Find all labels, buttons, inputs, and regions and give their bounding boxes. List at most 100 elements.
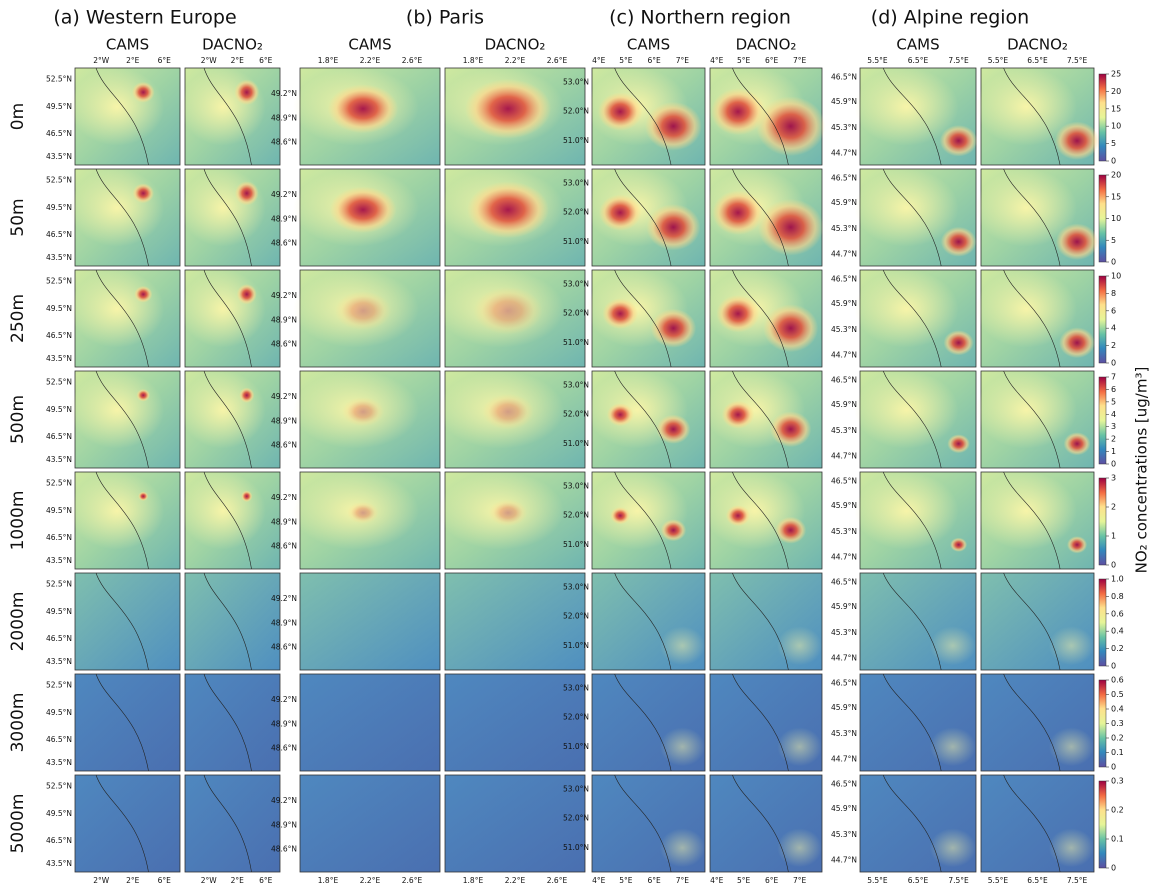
lon-label: 2°E xyxy=(126,56,140,65)
map-border xyxy=(882,67,942,166)
colorbar-tick-label: 0.4 xyxy=(1111,627,1124,636)
lat-label: 43.5°N xyxy=(46,657,72,666)
lat-label: 44.7°N xyxy=(831,350,857,359)
lat-label: 43.5°N xyxy=(46,253,72,262)
row-label: 3000m xyxy=(8,693,28,753)
lat-label: 46.5°N xyxy=(831,578,857,587)
map-border xyxy=(614,269,672,368)
colorbar-tick-label: 8 xyxy=(1111,289,1116,298)
colorbar-label: NO₂ concentrations [ug/m³] xyxy=(1133,367,1151,574)
map-hotspot xyxy=(756,96,826,157)
lon-label: 6.5°E xyxy=(908,876,929,885)
lat-label: 45.9°N xyxy=(831,703,857,712)
lat-label: 46.5°N xyxy=(831,174,857,183)
lat-label: 52.0°N xyxy=(563,511,589,520)
lon-label: 6°E xyxy=(648,876,662,885)
lat-label: 46.5°N xyxy=(831,73,857,82)
lat-label: 48.6°N xyxy=(271,441,297,450)
map-panel xyxy=(444,673,586,772)
colorbar-tick-label: 15 xyxy=(1111,104,1121,113)
map-glow xyxy=(180,371,266,449)
colorbar-tick-label: 0.3 xyxy=(1111,777,1124,786)
map-border xyxy=(95,67,149,166)
map-panel xyxy=(74,774,181,873)
lon-label: 1.8°E xyxy=(318,876,339,885)
map-hotspot xyxy=(234,181,259,206)
colorbar-tick-label: 6 xyxy=(1111,306,1116,315)
region-title: (c) Northern region xyxy=(609,7,791,29)
lat-label: 44.7°N xyxy=(831,754,857,763)
colorbar-tick-label: 0 xyxy=(1111,561,1116,570)
map-hotspot xyxy=(716,294,760,333)
lat-label: 43.5°N xyxy=(46,455,72,464)
map-border xyxy=(203,168,252,267)
map-border xyxy=(732,572,789,671)
lon-label: 7.5°E xyxy=(948,876,969,885)
map-hotspot xyxy=(656,414,691,444)
lat-label: 45.3°N xyxy=(831,123,857,132)
lon-label: 6°E xyxy=(158,56,172,65)
map-border xyxy=(882,471,942,570)
lat-label: 46.5°N xyxy=(46,634,72,643)
lat-label: 48.9°N xyxy=(271,820,297,829)
lat-label: 52.0°N xyxy=(563,410,589,419)
lat-label: 45.3°N xyxy=(831,426,857,435)
map-glow xyxy=(1048,727,1094,767)
map-glow xyxy=(659,828,706,868)
map-glow xyxy=(659,727,706,767)
map-glow xyxy=(777,828,822,868)
map-border xyxy=(732,370,789,469)
column-title: CAMS xyxy=(627,36,670,54)
map-border xyxy=(882,269,942,368)
map-border xyxy=(882,168,942,267)
map-border xyxy=(614,67,672,166)
lat-label: 46.5°N xyxy=(46,533,72,542)
lat-label: 49.5°N xyxy=(46,708,72,717)
lon-label: 2.2°E xyxy=(505,876,526,885)
colorbar-tick-label: 0 xyxy=(1111,460,1116,469)
lat-label: 52.0°N xyxy=(563,107,589,116)
lon-label: 2.6°E xyxy=(402,876,423,885)
map-glow xyxy=(929,626,976,666)
region-title: (b) Paris xyxy=(406,7,484,29)
map-border xyxy=(882,370,942,469)
lat-label: 48.6°N xyxy=(271,643,297,652)
map-border xyxy=(95,673,149,772)
map-border xyxy=(614,168,672,267)
map-hotspot xyxy=(1066,536,1088,554)
map-glow xyxy=(975,270,1078,348)
lat-label: 49.5°N xyxy=(46,203,72,212)
column-title: DACNO₂ xyxy=(1007,36,1068,54)
lat-label: 46.5°N xyxy=(831,679,857,688)
map-border xyxy=(1003,673,1061,772)
colorbar-tick-label: 0.1 xyxy=(1111,835,1124,844)
map-glow xyxy=(69,169,165,247)
row-label: 5000m xyxy=(8,794,28,854)
lat-label: 49.2°N xyxy=(271,796,297,805)
lat-label: 45.3°N xyxy=(831,729,857,738)
map-glow xyxy=(854,371,959,449)
lat-label: 48.6°N xyxy=(271,744,297,753)
map-hotspot xyxy=(940,226,977,257)
map-border xyxy=(203,774,252,873)
map-glow xyxy=(854,270,959,348)
lat-label: 48.9°N xyxy=(271,315,297,324)
map-hotspot xyxy=(136,388,151,402)
lat-label: 44.7°N xyxy=(831,249,857,258)
lon-label: 2.6°E xyxy=(547,56,568,65)
lat-label: 51.0°N xyxy=(563,338,589,347)
map-hotspot xyxy=(610,507,631,525)
lon-label: 1.8°E xyxy=(463,56,484,65)
colorbar-tick-label: 0.2 xyxy=(1111,644,1124,653)
map-panel xyxy=(74,673,181,772)
lat-label: 46.5°N xyxy=(831,780,857,789)
lat-label: 48.6°N xyxy=(271,542,297,551)
lon-label: 5.5°E xyxy=(988,56,1009,65)
lat-label: 52.0°N xyxy=(563,713,589,722)
colorbar-tick-label: 0.2 xyxy=(1111,734,1124,743)
colorbar-tick-label: 0.1 xyxy=(1111,748,1124,757)
lat-label: 46.5°N xyxy=(831,275,857,284)
map-glow xyxy=(1048,626,1094,666)
map-border xyxy=(95,572,149,671)
lat-label: 52.5°N xyxy=(46,782,72,791)
